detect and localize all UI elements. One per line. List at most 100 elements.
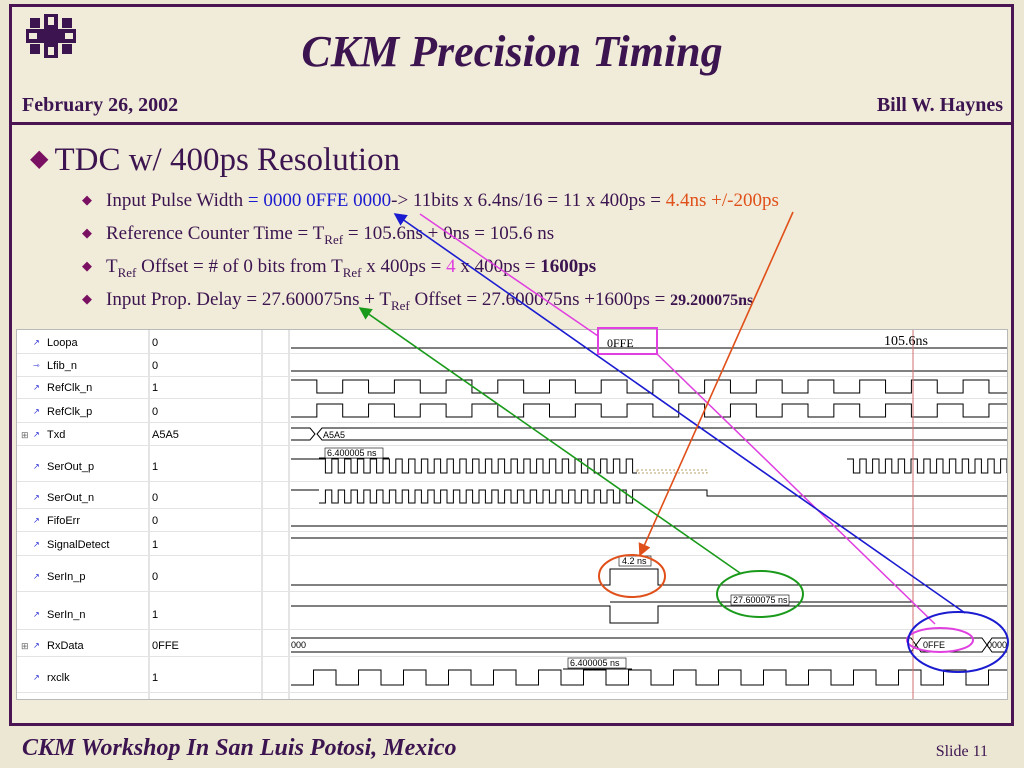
output-icon: ↗ [33,338,40,347]
signal-name-serout_p: SerOut_p [47,461,94,473]
diamond-bullet-icon: ◆ [82,291,92,306]
rxclk-meas-label: 6.400005 ns [570,658,620,668]
serout-p-gap [636,469,708,474]
b4-mid: Offset = 27.600075ns +1600ps = [409,289,671,310]
signal-name-serin_p: SerIn_p [47,571,86,583]
b4-prefix: Input Prop. Delay = 27.600075ns + T [106,289,391,310]
signal-value-rxdata: 0FFE [152,640,179,652]
slide-title: CKM Precision Timing [301,27,723,76]
rxdata-left-label: 000 [291,640,306,650]
refclk-p-wave [291,403,1007,418]
b3-bold: 1600ps [540,256,597,277]
txd-bus-left [291,427,316,441]
signal-value-lfib_n: 0 [152,360,158,372]
slide-author: Bill W. Haynes [876,94,1003,116]
slide-number: Slide 11 [935,743,988,760]
output-icon: ↗ [33,610,40,619]
refclk-n-wave [291,379,1007,394]
diamond-bullet-icon: ◆ [30,146,49,172]
signal-name-loopa: Loopa [47,337,78,349]
waveform-viewer[interactable]: ↗ Loopa 0 ⇾ Lfib_n 0 ↗ RefClk_n 1 ↗ RefClk_p 0 ⊞ ↗ Txd… [16,329,1008,700]
signal-value-refclk_n: 1 [152,382,158,394]
serout-p-burst1 [319,458,637,474]
signal-value-serin_p: 0 [152,571,158,583]
output-icon: ↗ [33,383,40,392]
waveform-canvas[interactable]: ↗ Loopa 0 ⇾ Lfib_n 0 ↗ RefClk_n 1 ↗ RefClk_p 0 ⊞ ↗ Txd… [17,330,1007,699]
slide-date: February 26, 2002 [22,94,179,116]
serin-meas-label: 4.2 ns [622,556,647,566]
b3-sub1: Ref [117,264,137,280]
signal-name-fifoerr: FifoErr [47,515,80,527]
footer-text: CKM Workshop In San Luis Potosi, Mexico [22,735,457,761]
sub-bullet-input-pulse: ◆ Input Pulse Width = 0000 0FFE 0000-> 11… [82,190,779,212]
b4-bold: 29.200075ns [670,292,754,309]
output-icon: ↗ [33,407,40,416]
signal-name-serout_n: SerOut_n [47,492,94,504]
b3-t1: T [106,256,118,277]
diamond-bullet-icon: ◆ [82,192,92,207]
signal-name-rxdata: RxData [47,640,85,652]
expand-icon: ⊞ [21,641,29,651]
header-divider [12,122,1011,125]
main-bullet: ◆ TDC w/ 400ps Resolution [30,142,400,179]
signal-name-txd: Txd [47,429,65,441]
delay-meas-label: 27.600075 ns [733,595,788,605]
signal-name-rxclk: rxclk [47,672,70,684]
b3-mid: Offset = # of 0 bits from T [136,256,343,277]
sub-bullet-tref-offset: ◆ TRef Offset = # of 0 bits from TRef x 4… [82,256,596,281]
output-icon: ↗ [33,462,40,471]
signal-value-serin_n: 1 [152,609,158,621]
signal-value-rxclk: 1 [152,672,158,684]
serin-p-wave [291,568,1007,586]
signal-name-refclk_n: RefClk_n [47,382,92,394]
signal-value-signaldetect: 1 [152,539,158,551]
diamond-bullet-icon: ◆ [82,225,92,240]
signal-name-serin_n: SerIn_n [47,609,86,621]
signal-value-fifoerr: 0 [152,515,158,527]
rxdata-right-label: 0000 [987,640,1007,650]
b1-prefix: Input Pulse Width [106,190,248,211]
sub-bullet-ref-counter: ◆ Reference Counter Time = TRef = 105.6ns… [82,223,554,248]
output-icon: ↗ [33,516,40,525]
expand-icon: ⊞ [21,430,29,440]
b1-hex: 0000 0FFE 0000 [263,190,392,211]
signal-name-refclk_p: RefClk_p [47,406,92,418]
serin-n-wave [291,605,1007,624]
output-icon: ↗ [33,540,40,549]
signal-name-signaldetect: SignalDetect [47,539,109,551]
b1-result: 4.4ns +/-200ps [665,190,779,211]
rxdata-mid-label: 0FFE [923,640,945,650]
b3-sub2: Ref [342,264,362,280]
serout-n-burst [319,489,637,504]
output-icon: ↗ [33,430,40,439]
txd-bus-label: A5A5 [323,430,345,440]
rxclk-meas-box [567,657,627,669]
txd-bus-main [316,427,1007,441]
b2-prefix: Reference Counter Time = T [106,223,325,244]
signal-value-txd: A5A5 [152,429,179,441]
signal-value-serout_p: 1 [152,461,158,473]
b3-four: 4 [446,256,456,277]
signal-value-loopa: 0 [152,337,158,349]
rxdata-bus-left [291,637,917,653]
b3-mid3: x 400ps = [455,256,541,277]
serout-n-tail [637,489,1007,497]
b1-mid: -> 11bits x 6.4ns/16 = 11 x 400ps = [391,190,666,211]
output-icon: ↗ [33,673,40,682]
serout-meas-label: 6.400005 ns [327,448,377,458]
b2-rest: = 105.6ns + 0ns = 105.6 ns [343,223,555,244]
signal-value-refclk_p: 0 [152,406,158,418]
output-icon: ↗ [33,493,40,502]
b1-eq: = [247,190,264,211]
signal-value-serout_n: 0 [152,492,158,504]
rxclk-wave [291,669,1007,686]
output-icon: ↗ [33,572,40,581]
serout-p-burst2 [847,458,1007,474]
b2-sub: Ref [324,231,344,247]
b4-sub: Ref [390,297,410,313]
input-icon: ⇾ [33,361,40,370]
main-bullet-text: TDC w/ 400ps Resolution [54,142,401,178]
signal-name-lfib_n: Lfib_n [47,360,77,372]
sub-bullet-prop-delay: ◆ Input Prop. Delay = 27.600075ns + TRef … [82,289,753,314]
b3-mid2: x 400ps = [361,256,447,277]
